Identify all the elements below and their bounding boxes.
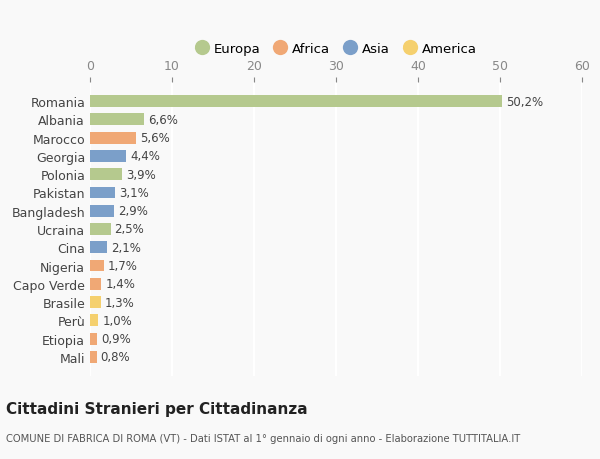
Text: 6,6%: 6,6% bbox=[148, 114, 178, 127]
Bar bbox=[90, 351, 97, 363]
Text: 2,5%: 2,5% bbox=[115, 223, 145, 236]
Text: 3,9%: 3,9% bbox=[126, 168, 156, 181]
Text: 2,9%: 2,9% bbox=[118, 205, 148, 218]
Text: Cittadini Stranieri per Cittadinanza: Cittadini Stranieri per Cittadinanza bbox=[6, 401, 308, 416]
Bar bbox=[90, 169, 122, 181]
Bar bbox=[90, 242, 107, 254]
Text: 1,0%: 1,0% bbox=[102, 314, 132, 327]
Bar bbox=[90, 205, 114, 217]
Text: 0,9%: 0,9% bbox=[101, 332, 131, 345]
Bar bbox=[90, 260, 104, 272]
Text: 4,4%: 4,4% bbox=[130, 150, 160, 163]
Bar bbox=[90, 133, 136, 144]
Bar bbox=[90, 297, 101, 308]
Bar bbox=[90, 187, 115, 199]
Bar bbox=[90, 315, 98, 326]
Text: 1,7%: 1,7% bbox=[108, 259, 138, 273]
Legend: Europa, Africa, Asia, America: Europa, Africa, Asia, America bbox=[189, 36, 483, 62]
Bar bbox=[90, 151, 126, 162]
Text: COMUNE DI FABRICA DI ROMA (VT) - Dati ISTAT al 1° gennaio di ogni anno - Elabora: COMUNE DI FABRICA DI ROMA (VT) - Dati IS… bbox=[6, 433, 520, 442]
Text: 5,6%: 5,6% bbox=[140, 132, 170, 145]
Bar bbox=[90, 96, 502, 108]
Text: 1,4%: 1,4% bbox=[106, 278, 136, 291]
Bar bbox=[90, 114, 144, 126]
Text: 0,8%: 0,8% bbox=[101, 351, 130, 364]
Text: 1,3%: 1,3% bbox=[105, 296, 134, 309]
Text: 3,1%: 3,1% bbox=[119, 186, 149, 200]
Bar bbox=[90, 278, 101, 290]
Text: 2,1%: 2,1% bbox=[112, 241, 141, 254]
Bar bbox=[90, 224, 110, 235]
Text: 50,2%: 50,2% bbox=[506, 95, 543, 108]
Bar bbox=[90, 333, 97, 345]
